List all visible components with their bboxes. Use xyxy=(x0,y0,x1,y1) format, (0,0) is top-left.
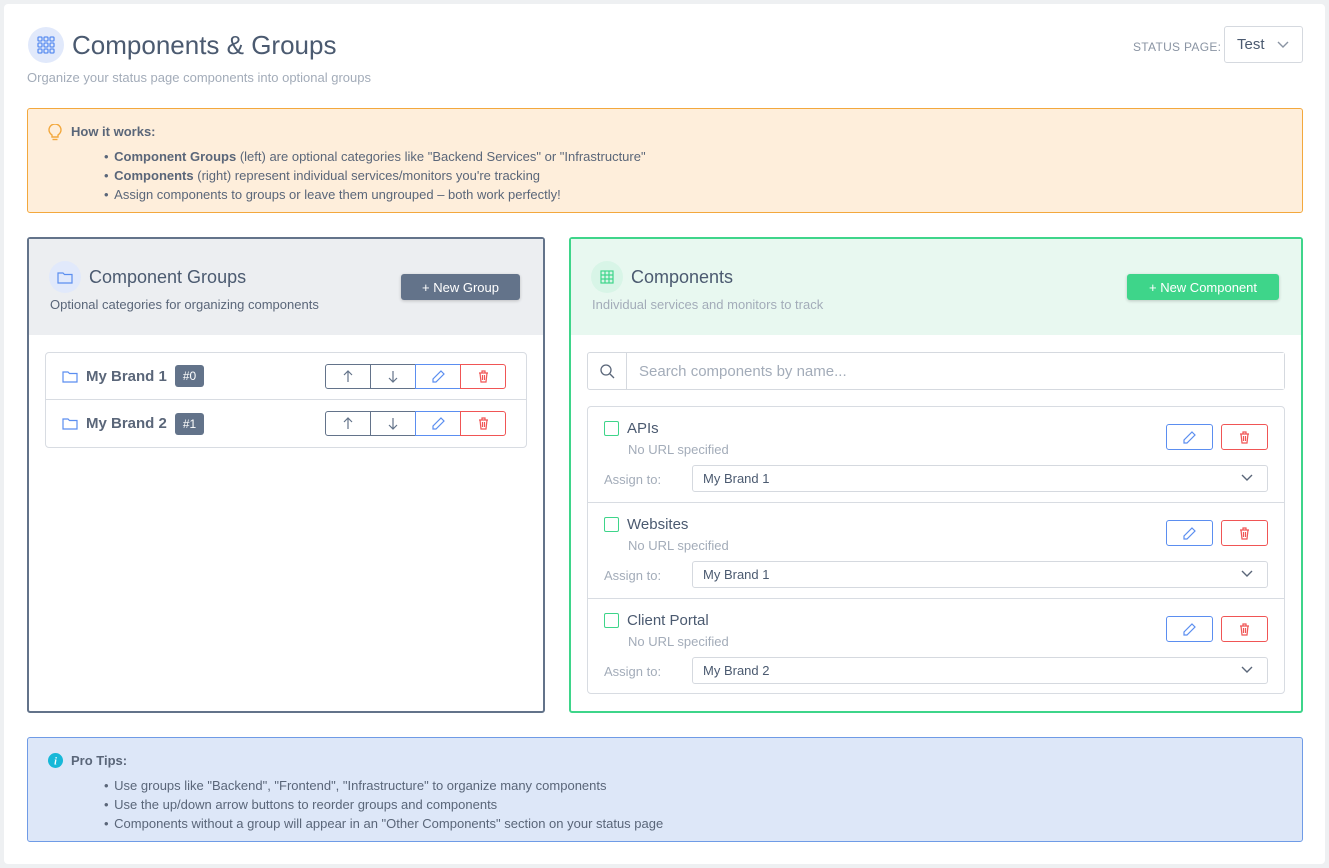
components-title: Components xyxy=(631,267,734,287)
folder-icon xyxy=(62,418,78,430)
move-up-button[interactable] xyxy=(325,411,371,436)
component-checkbox[interactable] xyxy=(604,613,619,628)
chevron-down-icon xyxy=(1241,666,1253,673)
page-subtitle: Organize your status page components int… xyxy=(27,70,371,85)
assign-label: Assign to: xyxy=(604,568,662,583)
component-name: APIs xyxy=(627,420,659,437)
search-icon xyxy=(588,353,627,389)
pro-tips-box: i Pro Tips: Use groups like "Backend", "… xyxy=(27,737,1303,842)
edit-component-button[interactable] xyxy=(1166,424,1213,450)
pencil-icon xyxy=(1183,622,1196,636)
assign-label: Assign to: xyxy=(604,472,662,487)
component-row: Websites No URL specified Assign to: My … xyxy=(588,503,1284,599)
components-subtitle: Individual services and monitors to trac… xyxy=(592,297,824,312)
how-it-works-title: How it works: xyxy=(71,124,156,139)
delete-component-button[interactable] xyxy=(1221,424,1268,450)
arrow-up-icon xyxy=(343,417,353,429)
pencil-icon xyxy=(1183,526,1196,540)
group-order-badge: #0 xyxy=(174,365,205,387)
groups-subtitle: Optional categories for organizing compo… xyxy=(50,297,319,312)
lightbulb-icon xyxy=(48,124,62,141)
component-row: Client Portal No URL specified Assign to… xyxy=(588,599,1284,693)
component-name: Client Portal xyxy=(627,612,709,629)
arrow-up-icon xyxy=(343,370,353,382)
assign-group-select[interactable]: My Brand 2 xyxy=(692,657,1268,684)
groups-list: /* rows below */ My Brand 1 #0 My Brand … xyxy=(45,352,527,448)
pencil-icon xyxy=(431,417,445,430)
edit-component-button[interactable] xyxy=(1166,520,1213,546)
trash-icon xyxy=(1240,526,1249,540)
assign-value: My Brand 2 xyxy=(703,663,770,678)
component-groups-panel: Component Groups Optional categories for… xyxy=(27,237,545,713)
trash-icon xyxy=(478,370,488,383)
arrow-down-icon xyxy=(388,418,398,430)
group-order-badge: #1 xyxy=(174,412,205,435)
status-page-label: STATUS PAGE: xyxy=(1133,40,1222,54)
group-row: My Brand 2 #1 xyxy=(46,400,526,447)
component-url: No URL specified xyxy=(628,442,729,457)
move-down-button[interactable] xyxy=(370,411,416,436)
component-url: No URL specified xyxy=(628,634,729,649)
pro-tips-title: Pro Tips: xyxy=(71,753,128,768)
component-url: No URL specified xyxy=(628,538,729,553)
folder-icon xyxy=(49,261,81,293)
svg-text:i: i xyxy=(54,757,57,768)
delete-component-button[interactable] xyxy=(1221,520,1268,546)
assign-value: My Brand 1 xyxy=(703,471,770,486)
search-box xyxy=(587,352,1285,390)
move-down-button[interactable] xyxy=(370,364,416,389)
status-page-select[interactable]: Test xyxy=(1224,26,1303,63)
edit-group-button[interactable] xyxy=(415,411,461,436)
tip-item: Components without a group will appear i… xyxy=(104,814,663,833)
trash-icon xyxy=(1240,430,1249,444)
components-panel: Components Individual services and monit… xyxy=(569,237,1303,713)
how-item: Component Groups (left) are optional cat… xyxy=(104,147,645,166)
trash-icon xyxy=(1240,622,1249,636)
group-name: My Brand 1 xyxy=(86,367,167,385)
move-up-button[interactable] xyxy=(325,364,371,389)
component-checkbox[interactable] xyxy=(604,517,619,532)
assign-label: Assign to: xyxy=(604,664,662,679)
group-row: My Brand 1 #0 xyxy=(46,353,526,400)
pencil-icon xyxy=(431,370,445,383)
chevron-down-icon xyxy=(1241,474,1253,481)
component-name: Websites xyxy=(627,516,689,533)
assign-value: My Brand 1 xyxy=(703,567,770,582)
delete-component-button[interactable] xyxy=(1221,616,1268,642)
chevron-down-icon xyxy=(1241,570,1253,577)
trash-icon xyxy=(478,417,488,430)
how-item: Assign components to groups or leave the… xyxy=(104,185,646,204)
pencil-icon xyxy=(1183,430,1196,444)
groups-title: Component Groups xyxy=(89,267,247,287)
edit-component-button[interactable] xyxy=(1166,616,1213,642)
search-input[interactable] xyxy=(627,353,1284,389)
group-name: My Brand 2 xyxy=(86,415,167,432)
status-page-value: Test xyxy=(1237,36,1265,53)
how-it-works-box: How it works: Component Groups (left) ar… xyxy=(27,108,1303,213)
new-component-button[interactable]: + New Component xyxy=(1127,274,1279,300)
info-icon: i xyxy=(48,753,63,768)
assign-group-select[interactable]: My Brand 1 xyxy=(692,561,1268,588)
tip-item: Use the up/down arrow buttons to reorder… xyxy=(104,795,663,814)
new-group-button[interactable]: + New Group xyxy=(401,274,520,300)
chevron-down-icon xyxy=(1277,41,1289,48)
page-title: Components & Groups xyxy=(72,30,337,60)
how-item: Components (right) represent individual … xyxy=(104,166,646,185)
page-card: Components & Groups Organize your status… xyxy=(4,4,1325,864)
delete-group-button[interactable] xyxy=(460,411,506,436)
assign-group-select[interactable]: My Brand 1 xyxy=(692,465,1268,492)
component-row: APIs No URL specified Assign to: My Bran… xyxy=(588,407,1284,503)
grid-icon xyxy=(28,27,64,63)
edit-group-button[interactable] xyxy=(415,364,461,389)
delete-group-button[interactable] xyxy=(460,364,506,389)
arrow-down-icon xyxy=(388,371,398,383)
table-icon xyxy=(591,261,623,293)
tip-item: Use groups like "Backend", "Frontend", "… xyxy=(104,776,663,795)
component-checkbox[interactable] xyxy=(604,421,619,436)
folder-icon xyxy=(62,370,78,383)
components-list: APIs No URL specified Assign to: My Bran… xyxy=(587,406,1285,694)
